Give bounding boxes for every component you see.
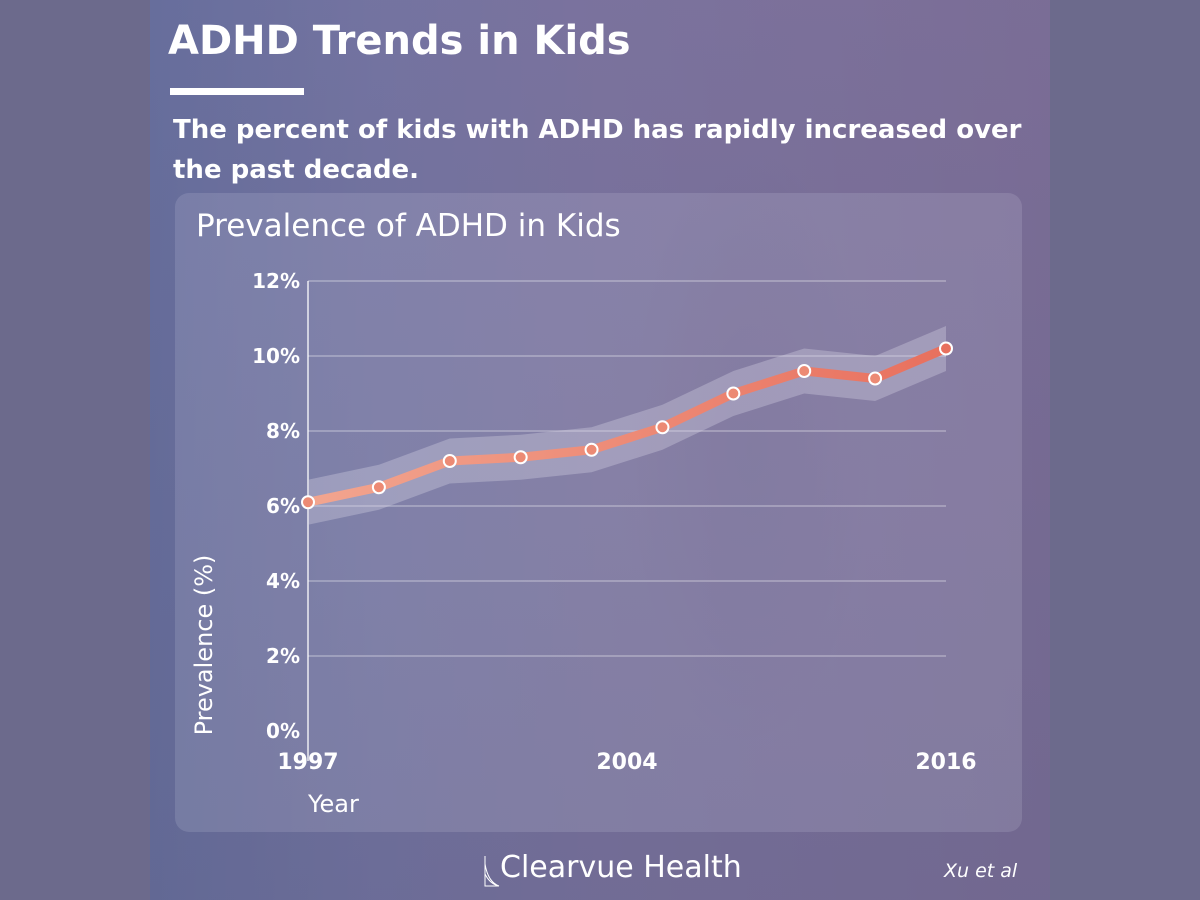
brand-name: Clearvue Health — [500, 850, 742, 885]
y-tick-label: 6% — [266, 494, 300, 518]
y-axis-label: Prevalence (%) — [190, 555, 218, 736]
y-tick-label: 12% — [252, 269, 300, 293]
y-tick-label: 8% — [266, 419, 300, 443]
chart-title: Prevalence of ADHD in Kids — [196, 208, 621, 244]
data-point — [371, 480, 386, 495]
title-underline — [170, 88, 304, 95]
data-point — [726, 386, 741, 401]
data-point — [939, 341, 953, 356]
page-title: ADHD Trends in Kids — [168, 18, 631, 64]
y-tick-label: 0% — [266, 719, 300, 743]
series-line — [307, 344, 948, 507]
page-subtitle: The percent of kids with ADHD has rapidl… — [173, 115, 1022, 185]
data-point — [655, 420, 670, 435]
x-tick-label: 2016 — [915, 750, 976, 775]
logo-mark-icon — [484, 856, 500, 887]
data-point — [442, 454, 457, 468]
chart-panel — [175, 193, 1022, 832]
data-point — [797, 364, 812, 378]
y-tick-label: 4% — [266, 569, 300, 593]
y-tick-label: 10% — [252, 344, 300, 368]
x-tick-label: 2004 — [596, 750, 657, 775]
y-tick-label: 2% — [266, 644, 300, 668]
data-point — [868, 371, 883, 386]
data-point — [513, 450, 528, 465]
data-point — [584, 442, 599, 457]
citation: Xu et al — [944, 860, 1018, 882]
x-axis-label: Year — [307, 790, 359, 818]
data-point — [301, 495, 315, 510]
brand-logo: Clearvue Health — [484, 850, 742, 887]
x-tick-label: 1997 — [277, 750, 338, 775]
